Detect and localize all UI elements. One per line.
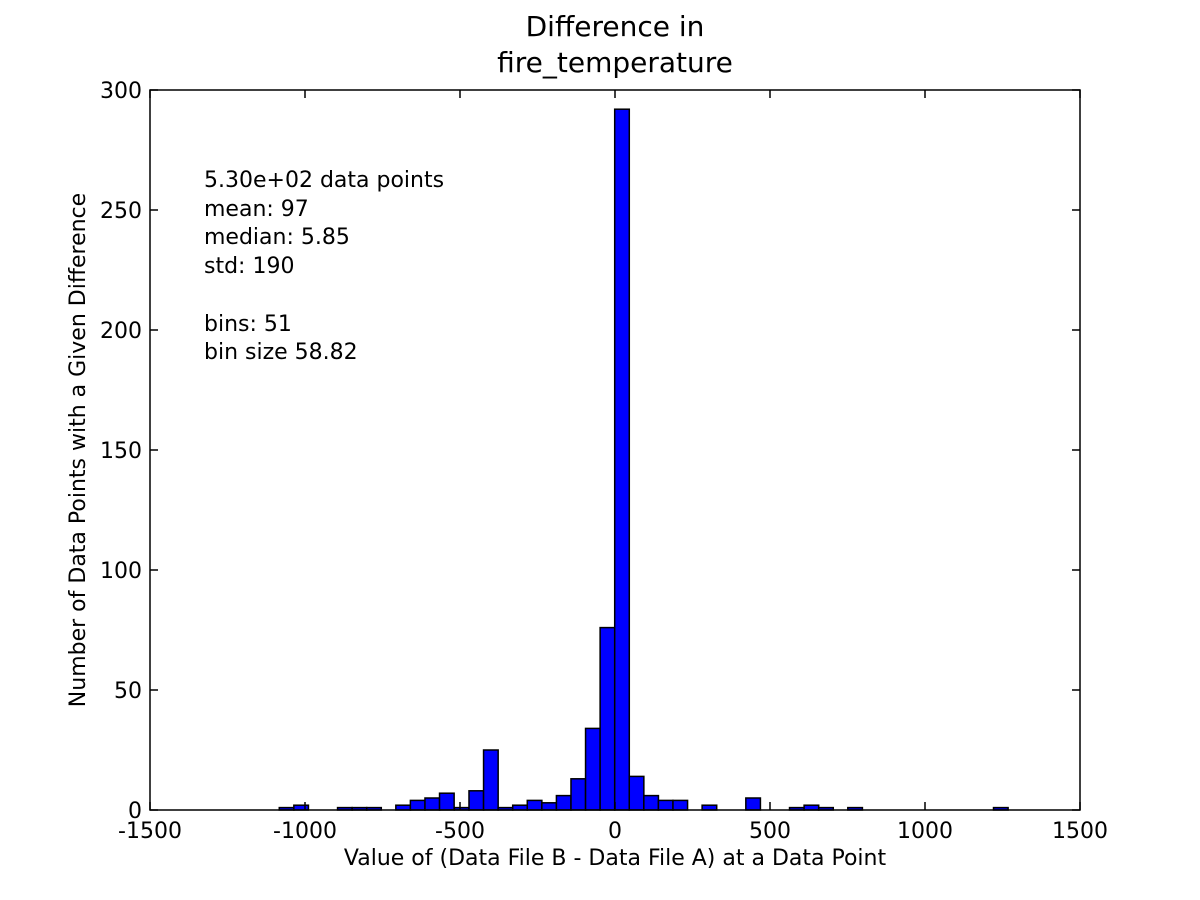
plot-area-frame bbox=[149, 89, 1081, 811]
y-tick-label-5: 250 bbox=[100, 199, 142, 224]
y-tick-label-1: 50 bbox=[114, 679, 142, 704]
x-tick-label-4: 500 bbox=[749, 819, 791, 844]
histogram-bar-27 bbox=[672, 799, 689, 811]
x-tick-label-1: -1000 bbox=[273, 819, 337, 844]
histogram-bar-18 bbox=[541, 802, 558, 811]
x-tick-label-3: 0 bbox=[608, 819, 622, 844]
stat-bins: bins: 51 bbox=[204, 312, 292, 337]
histogram-bars bbox=[278, 108, 1009, 811]
histogram-bar-13 bbox=[468, 790, 485, 811]
histogram-bar-24 bbox=[628, 775, 645, 811]
histogram-bar-25 bbox=[643, 794, 660, 811]
histogram-bar-26 bbox=[657, 799, 674, 811]
histogram-bar-23 bbox=[613, 108, 631, 811]
x-axis-label: Value of (Data File B - Data File A) at … bbox=[344, 846, 887, 871]
stat-median: median: 5.85 bbox=[204, 225, 350, 250]
x-tick-label-2: -500 bbox=[435, 819, 485, 844]
chart-title-line-1: Difference in bbox=[526, 10, 705, 43]
histogram-bar-20 bbox=[570, 778, 587, 811]
histogram-bar-14 bbox=[482, 749, 499, 811]
stat-std: std: 190 bbox=[204, 254, 294, 279]
histogram-bar-17 bbox=[526, 799, 543, 811]
x-tick-label-6: 1500 bbox=[1052, 819, 1108, 844]
y-tick-label-3: 150 bbox=[100, 439, 142, 464]
histogram-bar-11 bbox=[438, 792, 455, 811]
y-tick-label-6: 300 bbox=[100, 79, 142, 104]
y-tick-labels: 0 50 100 150 200 250 300 bbox=[100, 79, 142, 824]
y-tick-label-4: 200 bbox=[100, 319, 142, 344]
histogram-bar-21 bbox=[584, 727, 601, 811]
y-tick-label-2: 100 bbox=[100, 559, 142, 584]
chart-title-line-2: fire_temperature bbox=[497, 46, 733, 79]
stat-bin-size: bin size 58.82 bbox=[204, 340, 358, 365]
histogram-bar-19 bbox=[555, 794, 572, 811]
x-tick-label-5: 1000 bbox=[897, 819, 953, 844]
x-tick-label-0: -1500 bbox=[118, 819, 182, 844]
y-tick-label-0: 0 bbox=[128, 799, 142, 824]
y-axis-label: Number of Data Points with a Given Diffe… bbox=[66, 193, 91, 707]
histogram-bar-9 bbox=[409, 799, 426, 811]
histogram-bar-32 bbox=[745, 797, 762, 811]
stat-data-points: 5.30e+02 data points bbox=[204, 168, 444, 193]
chart-title: Difference in fire_temperature bbox=[497, 10, 733, 79]
statistics-annotation: 5.30e+02 data points mean: 97 median: 5.… bbox=[204, 168, 444, 365]
stat-mean: mean: 97 bbox=[204, 197, 309, 222]
histogram-bar-22 bbox=[599, 626, 616, 811]
histogram-bar-10 bbox=[424, 797, 441, 811]
x-tick-labels: -1500 -1000 -500 0 500 1000 1500 bbox=[118, 819, 1108, 844]
